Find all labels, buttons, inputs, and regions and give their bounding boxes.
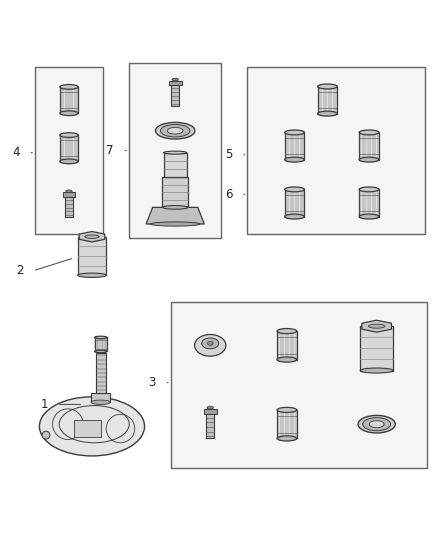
Ellipse shape (167, 127, 183, 134)
Bar (247, 67, 425, 233)
Bar (63, 192, 75, 197)
Ellipse shape (285, 214, 304, 219)
Bar (360, 326, 393, 370)
Ellipse shape (42, 431, 50, 439)
Ellipse shape (163, 151, 187, 154)
Ellipse shape (60, 111, 78, 116)
Bar (285, 133, 304, 159)
Ellipse shape (277, 328, 297, 334)
Bar (35, 67, 103, 233)
Ellipse shape (162, 206, 188, 209)
Ellipse shape (155, 123, 195, 139)
Ellipse shape (359, 130, 379, 135)
Ellipse shape (285, 130, 304, 135)
Ellipse shape (368, 324, 385, 328)
Text: 5: 5 (225, 148, 232, 161)
Ellipse shape (277, 436, 297, 441)
Ellipse shape (85, 235, 99, 238)
Bar (129, 63, 221, 238)
Bar (359, 133, 379, 159)
Ellipse shape (359, 157, 379, 162)
Ellipse shape (285, 187, 304, 192)
Ellipse shape (201, 338, 219, 349)
Ellipse shape (360, 368, 393, 373)
Bar (60, 135, 78, 161)
Ellipse shape (91, 400, 110, 405)
Bar (171, 302, 427, 468)
Ellipse shape (60, 133, 78, 138)
Ellipse shape (160, 125, 190, 137)
Polygon shape (362, 320, 392, 332)
Ellipse shape (318, 111, 337, 116)
Bar (96, 353, 106, 393)
Ellipse shape (172, 78, 178, 80)
Bar (91, 393, 110, 402)
Text: 7: 7 (106, 144, 114, 157)
Ellipse shape (285, 157, 304, 162)
Ellipse shape (95, 350, 107, 353)
Polygon shape (146, 207, 204, 224)
Bar (206, 410, 214, 439)
Bar (60, 87, 78, 113)
Bar (285, 189, 304, 216)
Bar (277, 331, 297, 360)
Bar (169, 80, 181, 85)
Ellipse shape (359, 187, 379, 192)
Text: 3: 3 (148, 376, 155, 389)
Ellipse shape (359, 214, 379, 219)
Bar (78, 237, 106, 275)
Ellipse shape (207, 406, 213, 409)
Bar (162, 177, 188, 207)
Text: 4: 4 (12, 146, 20, 159)
Text: 6: 6 (225, 188, 232, 201)
Ellipse shape (194, 335, 226, 356)
Bar (171, 82, 179, 106)
Ellipse shape (369, 421, 384, 427)
Ellipse shape (39, 397, 145, 456)
Bar (95, 337, 107, 351)
Ellipse shape (207, 342, 213, 345)
Ellipse shape (66, 190, 72, 192)
Ellipse shape (60, 159, 78, 164)
Text: 2: 2 (17, 264, 24, 277)
Ellipse shape (95, 336, 107, 338)
Text: 1: 1 (41, 398, 48, 411)
Ellipse shape (78, 273, 106, 278)
Ellipse shape (277, 407, 297, 413)
Ellipse shape (277, 357, 297, 362)
Bar (318, 86, 337, 114)
Bar (204, 409, 216, 414)
Bar (74, 420, 101, 437)
Ellipse shape (358, 415, 395, 433)
Bar (65, 193, 73, 217)
Bar (277, 410, 297, 439)
Ellipse shape (318, 84, 337, 89)
Polygon shape (79, 231, 105, 242)
Bar (359, 189, 379, 216)
Bar (163, 152, 187, 177)
Ellipse shape (363, 418, 391, 431)
Ellipse shape (150, 222, 200, 226)
Ellipse shape (60, 85, 78, 90)
